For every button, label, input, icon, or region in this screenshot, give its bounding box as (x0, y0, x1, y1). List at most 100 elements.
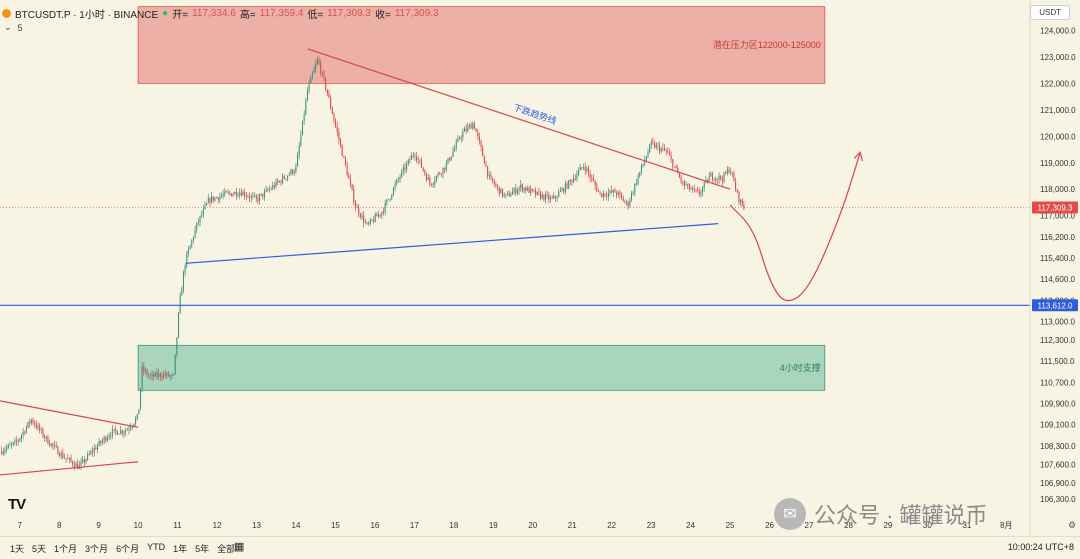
clock-readout: 10:00:24 UTC+8 (1007, 542, 1074, 552)
candle-body (546, 194, 548, 196)
x-tick-label: 11 (173, 521, 182, 530)
candle-body (168, 372, 170, 377)
candle-body (397, 178, 399, 180)
open-value: 117,334.6 (192, 8, 236, 19)
candle-body (227, 192, 229, 193)
candle-body (297, 154, 299, 167)
candle-body (569, 180, 571, 182)
bitcoin-icon (2, 9, 11, 18)
candle-body (652, 141, 654, 143)
candle-body (55, 445, 57, 447)
candle-body (214, 197, 216, 201)
range-button-0[interactable]: 1天 (10, 544, 25, 554)
candle-body (239, 192, 241, 196)
chevron-down-icon[interactable]: ⌄ (4, 22, 12, 32)
candle-body (541, 194, 543, 199)
range-button-2[interactable]: 1个月 (54, 544, 78, 554)
range-button-8[interactable]: 全部 (217, 544, 236, 554)
range-button-7[interactable]: 5年 (195, 544, 210, 554)
candle-body (497, 185, 499, 187)
currency-selector[interactable]: USDT (1030, 5, 1070, 20)
candle-body (206, 203, 208, 206)
x-tick-label: 12 (213, 521, 222, 530)
indicator-toggle[interactable]: ⌄ 5 (4, 22, 23, 33)
gear-icon: ⚙ (1068, 520, 1076, 530)
candle-body (450, 156, 452, 161)
candle-body (728, 169, 730, 173)
candle-body (429, 177, 431, 184)
candle-body (687, 184, 689, 186)
candle-body (201, 214, 203, 217)
candle-body (554, 195, 556, 198)
candle-body (513, 188, 515, 192)
candle-body (644, 160, 646, 165)
y-tick-label: 112,300.0 (1040, 336, 1076, 345)
candle-body (244, 192, 246, 197)
candle-body (386, 199, 388, 203)
range-button-6[interactable]: 1年 (173, 544, 188, 554)
candle-body (617, 192, 619, 195)
candle-body (374, 214, 376, 222)
candle-body (637, 175, 639, 184)
candle-body (468, 124, 471, 127)
candle-body (688, 184, 690, 190)
calendar-icon[interactable]: ▦ (234, 541, 245, 553)
candle-body (123, 432, 125, 434)
candle-body (75, 463, 77, 468)
candle-body (711, 173, 714, 180)
candle-body (58, 454, 61, 457)
candle-body (27, 421, 29, 428)
range-button-1[interactable]: 5天 (32, 544, 47, 554)
candle-body (136, 414, 138, 419)
range-button-4[interactable]: 6个月 (116, 544, 140, 554)
candle-body (254, 195, 256, 197)
candle-body (63, 457, 66, 459)
candle-body (321, 72, 323, 74)
candle-body (587, 168, 590, 174)
candle-body (457, 138, 459, 142)
range-button-3[interactable]: 3个月 (85, 544, 109, 554)
candle-body (616, 192, 618, 195)
candle-body (525, 187, 527, 191)
candle-body (718, 175, 720, 180)
x-tick-label: 13 (252, 521, 261, 530)
candle-body (516, 190, 518, 194)
time-range-buttons: 1天 5天 1个月 3个月 6个月 YTD 1年 5年 全部 (10, 542, 235, 555)
candle-body (642, 164, 644, 166)
candle-body (229, 192, 231, 194)
candle-body (121, 430, 123, 434)
y-tick-label: 115,400.0 (1040, 254, 1076, 263)
candle-body (14, 440, 16, 443)
candle-body (111, 429, 113, 436)
range-button-5[interactable]: YTD (147, 542, 166, 552)
y-tick-label: 114,600.0 (1040, 275, 1076, 284)
candle-body (518, 187, 520, 191)
wechat-icon: ✉ (774, 498, 806, 530)
candle-body (260, 193, 262, 196)
candle-body (4, 449, 6, 452)
candle-body (245, 196, 247, 197)
candle-body (103, 437, 105, 441)
candle-body (116, 431, 118, 435)
candle-body (478, 135, 480, 142)
candle-body (596, 185, 598, 192)
candle-body (42, 429, 44, 437)
candle-body (422, 167, 424, 171)
symbol-label[interactable]: BTCUSDT.P · 1小时 · BINANCE (15, 10, 159, 21)
candle-body (715, 178, 717, 181)
candle-body (85, 459, 87, 463)
candle-body (222, 194, 224, 196)
open-label: 开= (172, 10, 189, 21)
candle-body (130, 427, 132, 429)
indicator-count: 5 (17, 22, 23, 33)
candle-body (280, 180, 282, 183)
candle-body (197, 222, 199, 223)
candle-body (578, 170, 580, 175)
candle-body (682, 181, 684, 183)
candle-body (96, 445, 99, 450)
candle-body (591, 177, 593, 179)
x-tick-label: 15 (331, 521, 340, 530)
chart[interactable]: 潜在压力区122000-125000 4小时支撑 下跌趋势线 106,300.0 1… (0, 0, 1080, 536)
candle-body (282, 176, 284, 183)
